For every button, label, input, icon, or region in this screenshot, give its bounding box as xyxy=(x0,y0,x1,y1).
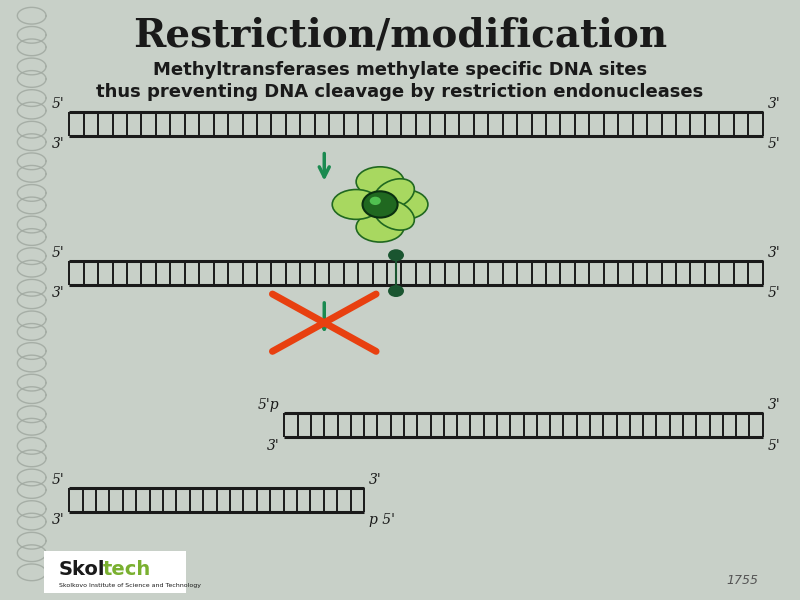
Text: 5': 5' xyxy=(52,246,64,260)
Text: p 5': p 5' xyxy=(369,513,395,527)
Text: 5': 5' xyxy=(52,473,64,487)
Ellipse shape xyxy=(332,190,380,220)
Text: thus preventing DNA cleavage by restriction endonucleases: thus preventing DNA cleavage by restrict… xyxy=(96,83,704,101)
Text: Skol: Skol xyxy=(58,560,106,580)
Text: 5': 5' xyxy=(767,137,780,151)
Text: 3': 3' xyxy=(267,439,280,452)
Circle shape xyxy=(370,197,381,205)
Text: 3': 3' xyxy=(767,246,780,260)
Circle shape xyxy=(362,191,398,218)
Text: 3': 3' xyxy=(369,473,382,487)
Text: 5': 5' xyxy=(52,97,64,110)
Text: Skolkovo Institute of Science and Technology: Skolkovo Institute of Science and Techno… xyxy=(58,583,201,588)
Circle shape xyxy=(388,249,404,261)
Ellipse shape xyxy=(374,200,414,230)
Text: 3': 3' xyxy=(52,286,64,300)
Text: 3': 3' xyxy=(767,97,780,110)
Ellipse shape xyxy=(356,167,404,197)
Text: 5': 5' xyxy=(767,286,780,300)
Text: Restriction/modification: Restriction/modification xyxy=(133,16,667,55)
Text: 3': 3' xyxy=(52,137,64,151)
Text: 3': 3' xyxy=(767,398,780,412)
Text: tech: tech xyxy=(102,560,151,580)
Ellipse shape xyxy=(374,179,414,209)
Ellipse shape xyxy=(380,190,428,220)
Text: Methyltransferases methylate specific DNA sites: Methyltransferases methylate specific DN… xyxy=(153,61,647,79)
Text: 5'p: 5'p xyxy=(258,398,280,412)
Text: 3': 3' xyxy=(52,513,64,527)
Ellipse shape xyxy=(356,212,404,242)
Text: 1755: 1755 xyxy=(727,574,759,587)
Circle shape xyxy=(388,285,404,297)
Text: 5': 5' xyxy=(767,439,780,452)
FancyBboxPatch shape xyxy=(44,551,186,593)
